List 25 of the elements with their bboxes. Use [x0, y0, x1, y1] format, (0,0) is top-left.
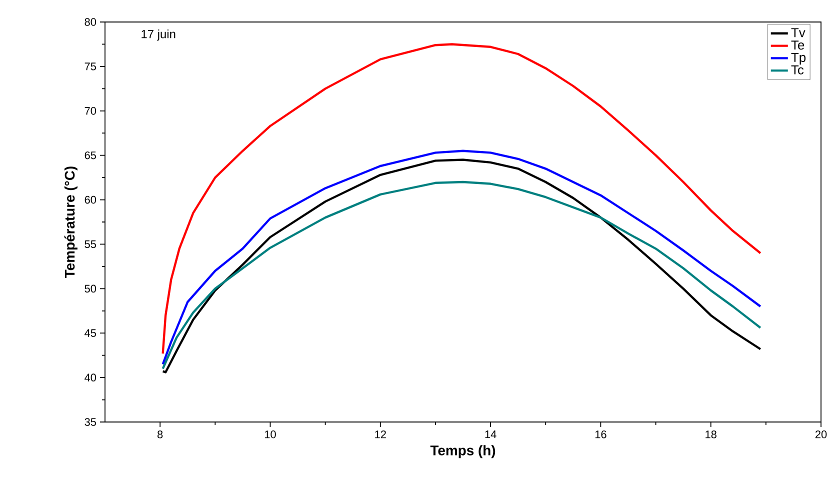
- x-tick-label: 14: [485, 430, 496, 438]
- y-tick-label: 60: [84, 196, 96, 204]
- annotation: 17 juin: [142, 30, 176, 41]
- y-tick-label: 75: [84, 62, 96, 70]
- y-tick-label: 40: [84, 374, 96, 382]
- y-tick-label: 70: [84, 107, 96, 115]
- x-tick-label: 10: [264, 430, 276, 438]
- x-tick-label: 16: [595, 430, 606, 438]
- y-tick-label: 45: [84, 329, 96, 337]
- legend-label: Tc: [791, 65, 804, 74]
- y-tick-label: 55: [84, 240, 96, 248]
- x-tick-label: 20: [815, 430, 827, 438]
- y-axis-title: Température (°C): [64, 166, 78, 278]
- x-tick-label: 8: [158, 430, 163, 438]
- x-tick-label: 12: [375, 430, 386, 438]
- line-series: [162, 43, 762, 355]
- y-tick-label: 35: [84, 418, 96, 426]
- x-tick-label: 18: [706, 430, 716, 438]
- y-tick-label: 50: [84, 284, 96, 293]
- x-axis-title: Temps (h): [430, 445, 496, 458]
- legend-label: Tv: [791, 28, 806, 38]
- y-tick-label: 65: [84, 151, 96, 160]
- legend-label: Tp: [791, 52, 806, 65]
- y-tick-label: 80: [84, 18, 96, 26]
- legend-label: Te: [791, 40, 804, 50]
